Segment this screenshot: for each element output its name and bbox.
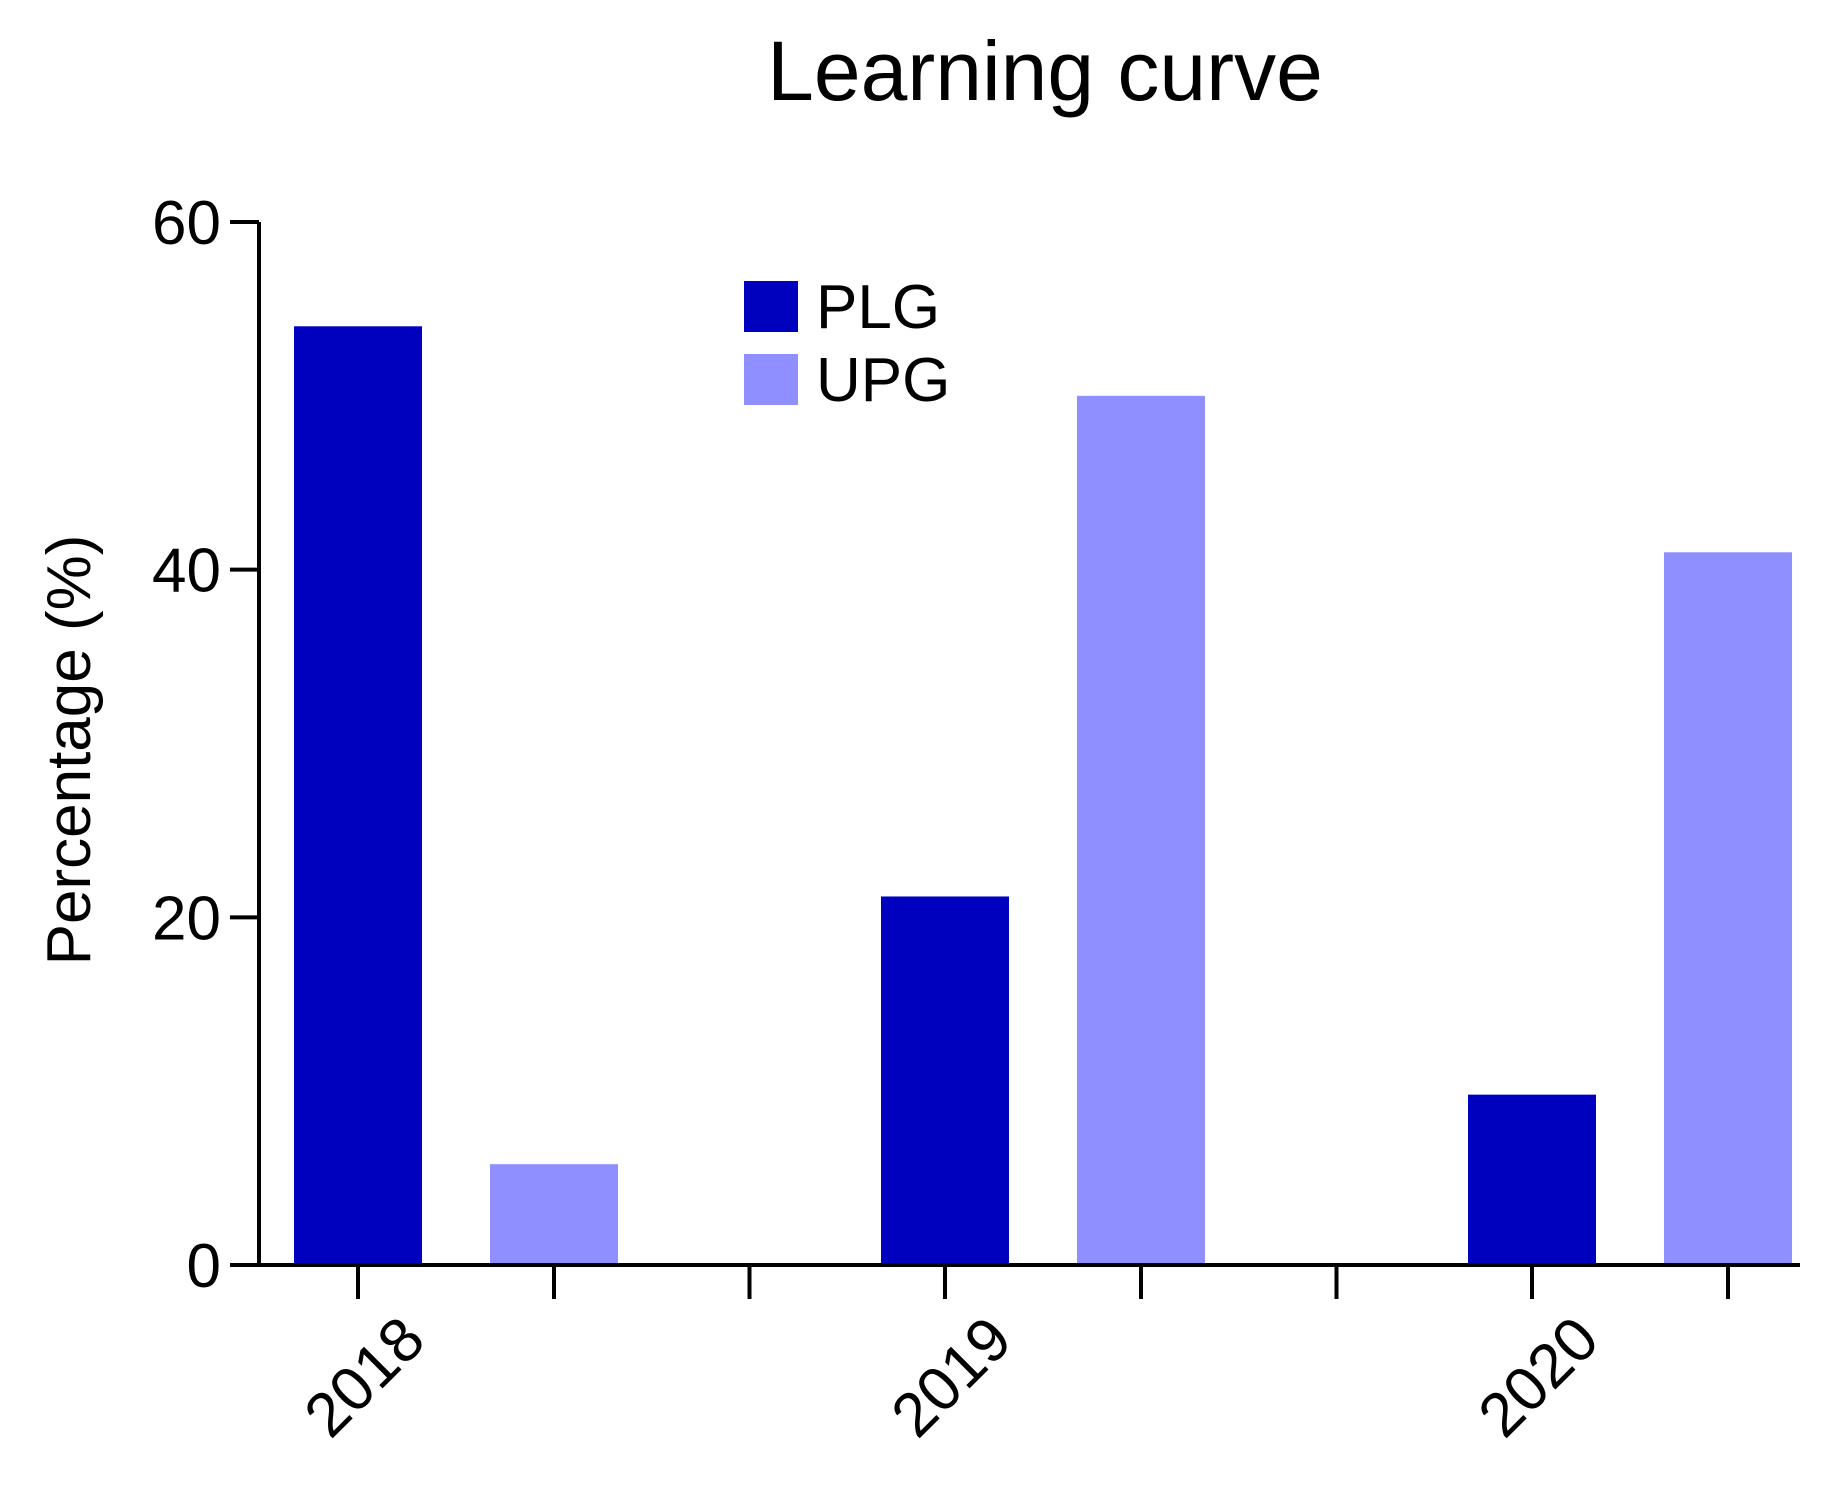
- y-tick-label-60: 60: [152, 189, 221, 258]
- bar-upg-2020: [1664, 552, 1792, 1265]
- x-tick-label-2019: 2019: [879, 1304, 1025, 1450]
- y-tick-label-20: 20: [152, 884, 221, 953]
- legend-label-plg: PLG: [816, 273, 940, 342]
- bar-plg-2018: [294, 326, 422, 1265]
- axes-layer: [257, 222, 1800, 1267]
- x-ticks-layer: 2018 2019 2020: [292, 1265, 1730, 1450]
- legend-label-upg: UPG: [816, 346, 950, 415]
- bar-plg-2020: [1468, 1094, 1596, 1265]
- y-tick-label-0: 0: [187, 1232, 221, 1301]
- x-tick-label-2018: 2018: [292, 1304, 438, 1450]
- bar-upg-2018: [490, 1164, 618, 1265]
- bar-plg-2019: [881, 896, 1009, 1265]
- x-tick-label-2020: 2020: [1466, 1304, 1612, 1450]
- legend-swatch-plg: [744, 281, 798, 332]
- bars-layer: [294, 326, 1792, 1265]
- y-ticks-layer: 0 20 40 60: [152, 189, 259, 1301]
- chart-title: Learning curve: [767, 24, 1323, 118]
- y-tick-label-40: 40: [152, 537, 221, 606]
- legend-swatch-upg: [744, 354, 798, 405]
- bar-upg-2019: [1077, 395, 1205, 1265]
- y-axis-label: Percentage (%): [35, 535, 104, 966]
